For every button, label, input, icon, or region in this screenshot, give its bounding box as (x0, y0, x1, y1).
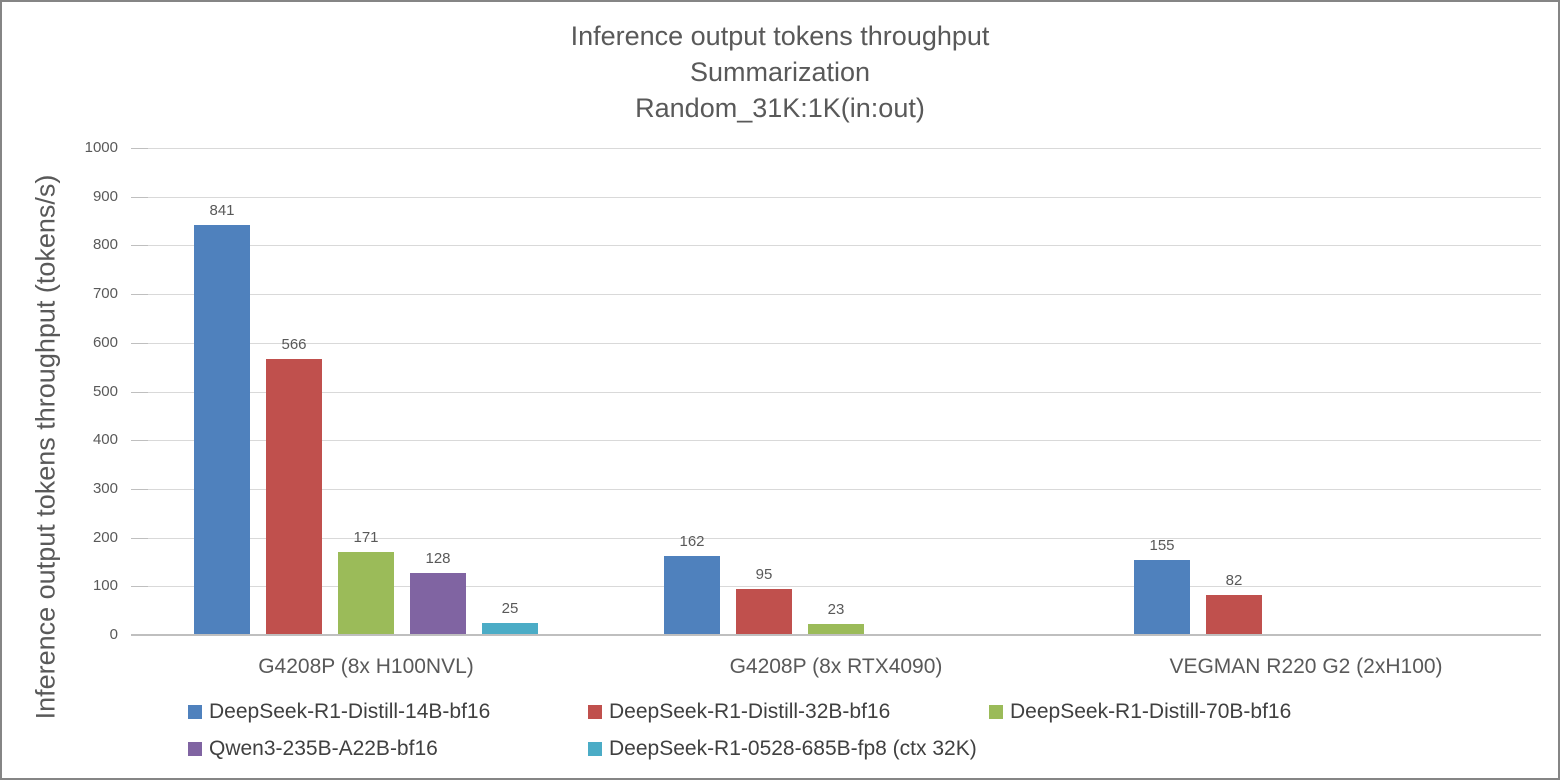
bar-value-label: 25 (501, 600, 519, 617)
bar-value-label: 128 (425, 550, 451, 567)
legend-label: DeepSeek-R1-Distill-14B-bf16 (209, 700, 491, 723)
y-tick-label: 400 (92, 431, 118, 449)
x-axis-line (131, 634, 1541, 636)
gridline (131, 440, 1541, 442)
gridline (131, 488, 1541, 490)
y-axis-tick (131, 586, 148, 588)
y-tick-label: 800 (92, 236, 118, 254)
bar-value-label: 95 (755, 566, 773, 583)
gridline (131, 586, 1541, 588)
y-tick-label: 300 (92, 479, 118, 497)
bar (664, 556, 720, 635)
legend-swatch (188, 742, 202, 756)
legend-item: Qwen3-235B-A22B-bf16 (188, 738, 438, 760)
y-axis-tick (131, 245, 148, 247)
chart-title-line-1: Inference output tokens throughput (570, 21, 990, 51)
y-tick-label: 600 (92, 333, 118, 351)
y-tick-label: 100 (92, 577, 118, 595)
gridline (131, 148, 1541, 149)
gridline (131, 245, 1541, 247)
y-axis-tick (131, 440, 148, 442)
y-tick-label: 500 (92, 382, 118, 400)
y-axis-tick (131, 488, 148, 490)
y-axis-tick (131, 391, 148, 393)
legend-item: DeepSeek-R1-Distill-70B-bf16 (989, 701, 1291, 723)
bar (194, 225, 250, 635)
gridline (131, 342, 1541, 344)
category-label: G4208P (8x RTX4090) (729, 655, 943, 678)
bar (736, 589, 792, 635)
legend-swatch (588, 705, 602, 719)
legend-item: DeepSeek-R1-Distill-32B-bf16 (588, 701, 890, 723)
legend-label: DeepSeek-R1-0528-685B-fp8 (ctx 32K) (609, 737, 977, 760)
bar-value-label: 841 (209, 202, 235, 219)
bar (1206, 595, 1262, 635)
bar-value-label: 566 (281, 336, 307, 353)
gridline (131, 294, 1541, 296)
y-tick-label: 200 (92, 528, 118, 546)
y-axis-tick (131, 537, 148, 539)
chart-title-line-3: Random_31K:1K(in:out) (635, 93, 925, 123)
legend-swatch (188, 705, 202, 719)
y-axis-tick (131, 148, 148, 149)
y-tick-label: 700 (92, 285, 118, 303)
legend-swatch (989, 705, 1003, 719)
legend-item: DeepSeek-R1-Distill-14B-bf16 (188, 701, 490, 723)
legend-swatch (588, 742, 602, 756)
y-tick-label: 0 (109, 626, 118, 643)
bar (808, 624, 864, 635)
bar (482, 623, 538, 635)
bar-value-label: 82 (1225, 572, 1243, 589)
y-tick-label: 900 (92, 187, 118, 205)
y-axis-tick (131, 342, 148, 344)
y-axis-tick (131, 196, 148, 198)
bar-value-label: 171 (353, 529, 379, 546)
y-tick-label: 1000 (84, 139, 118, 156)
bar (410, 573, 466, 635)
bar (1134, 560, 1190, 635)
bar-value-label: 23 (827, 601, 845, 618)
y-axis-tick (131, 294, 148, 296)
category-label: G4208P (8x H100NVL) (258, 655, 474, 678)
category-label: VEGMAN R220 G2 (2xH100) (1169, 655, 1443, 678)
bar (338, 552, 394, 635)
legend-item: DeepSeek-R1-0528-685B-fp8 (ctx 32K) (588, 738, 977, 760)
gridline (131, 537, 1541, 539)
gridline (131, 391, 1541, 393)
legend-label: DeepSeek-R1-Distill-70B-bf16 (1010, 700, 1292, 723)
chart-title-line-2: Summarization (689, 57, 871, 87)
bar-value-label: 155 (1149, 537, 1175, 554)
bar-value-label: 162 (679, 533, 705, 550)
gridline (131, 196, 1541, 198)
legend-label: Qwen3-235B-A22B-bf16 (209, 737, 438, 760)
chart-title: Inference output tokens throughput Summa… (2, 18, 1558, 126)
bar (266, 359, 322, 635)
legend-label: DeepSeek-R1-Distill-32B-bf16 (609, 700, 891, 723)
